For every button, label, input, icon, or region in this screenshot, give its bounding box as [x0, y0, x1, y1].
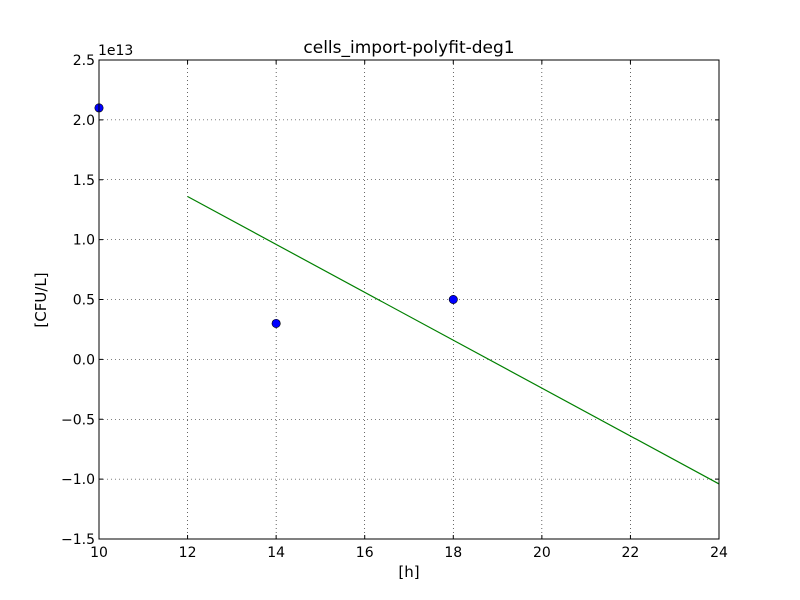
y-axis-label: [CFU/L]	[32, 272, 50, 327]
x-tick-label: 10	[90, 545, 108, 561]
x-tick-label: 14	[267, 545, 285, 561]
fit-line	[187, 195, 720, 485]
y-tick-label: 0.5	[73, 293, 95, 309]
y-tick-label: 2.0	[73, 113, 95, 129]
y-tick-label: −1.5	[61, 532, 95, 548]
data-point	[448, 294, 458, 304]
data-point	[271, 318, 281, 328]
y-tick-label: 0.0	[73, 352, 95, 368]
x-tick-label: 20	[533, 545, 551, 561]
y-tick-label: 1.0	[73, 233, 95, 249]
y-tick-label: −0.5	[61, 412, 95, 428]
x-axis-label: [h]	[398, 563, 419, 581]
ticks: 10 12 14 16 18 20 22 24 −1.5 −1.0 −0.5 0.0 0.5 1.0 1.5…	[61, 53, 728, 561]
series-layer	[94, 103, 720, 485]
y-tick-label: 2.5	[73, 53, 95, 69]
y-tick-label: 1.5	[73, 173, 95, 189]
x-tick-label: 16	[356, 545, 374, 561]
x-tick-label: 22	[622, 545, 640, 561]
x-tick-label: 12	[179, 545, 197, 561]
x-tick-label: 24	[710, 545, 728, 561]
y-offset-label: 1e13	[98, 43, 133, 59]
chart-title: cells_import-polyfit-deg1	[303, 38, 514, 58]
y-tick-label: −1.0	[61, 472, 95, 488]
x-tick-label: 18	[444, 545, 462, 561]
